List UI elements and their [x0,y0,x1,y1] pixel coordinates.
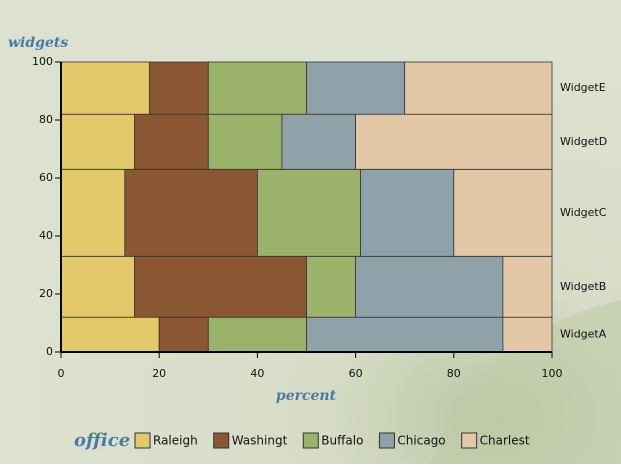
segment [502,255,553,318]
legend-label: Washingt [232,434,288,448]
y-tick-label: 100 [32,55,53,68]
x-tick-label: 80 [447,367,461,380]
segment [281,113,357,170]
segment [158,316,209,353]
y-tick-label: 40 [39,229,53,242]
category-label: WidgetB [560,280,606,293]
legend-label: Chicago [397,434,445,448]
segment [60,61,150,115]
y-tick-label: 20 [39,287,53,300]
segment [355,255,504,318]
x-tick-label: 20 [152,367,166,380]
x-tick-label: 40 [250,367,264,380]
legend-label: Buffalo [321,434,363,448]
segment [360,168,455,257]
segment [453,168,553,257]
legend-label: Charlest [480,434,530,448]
category-label: WidgetA [560,328,607,341]
y-axis-label: widgets [8,35,68,51]
segment [306,61,406,115]
swirl [430,300,621,464]
segment [256,168,361,257]
x-axis-label: percent [276,388,337,404]
segment [306,255,356,318]
segment [148,61,209,115]
legend-swatch [213,432,230,449]
category-label: WidgetE [560,81,606,94]
segment [124,168,258,257]
segment [306,316,504,353]
segment [60,316,160,353]
segment [60,168,126,257]
legend-swatch [302,432,319,449]
category-label: WidgetC [560,206,607,219]
segment [355,113,553,170]
y-tick-label: 80 [39,113,53,126]
legend-swatch [378,432,395,449]
segment [207,316,307,353]
segment [207,113,283,170]
segment [502,316,553,353]
segment [134,113,209,170]
legend-swatch [134,432,151,449]
segment [134,255,307,318]
segment [60,255,136,318]
y-tick-label: 60 [39,171,53,184]
x-tick-label: 60 [349,367,363,380]
y-tick-label: 0 [46,345,53,358]
x-tick-label: 0 [58,367,65,380]
legend-title: office [74,430,130,451]
segment [404,61,553,115]
segment [207,61,307,115]
legend-label: Raleigh [153,434,198,448]
x-tick-label: 100 [542,367,563,380]
category-label: WidgetD [560,135,607,148]
segment [60,113,136,170]
legend-swatch [461,432,478,449]
